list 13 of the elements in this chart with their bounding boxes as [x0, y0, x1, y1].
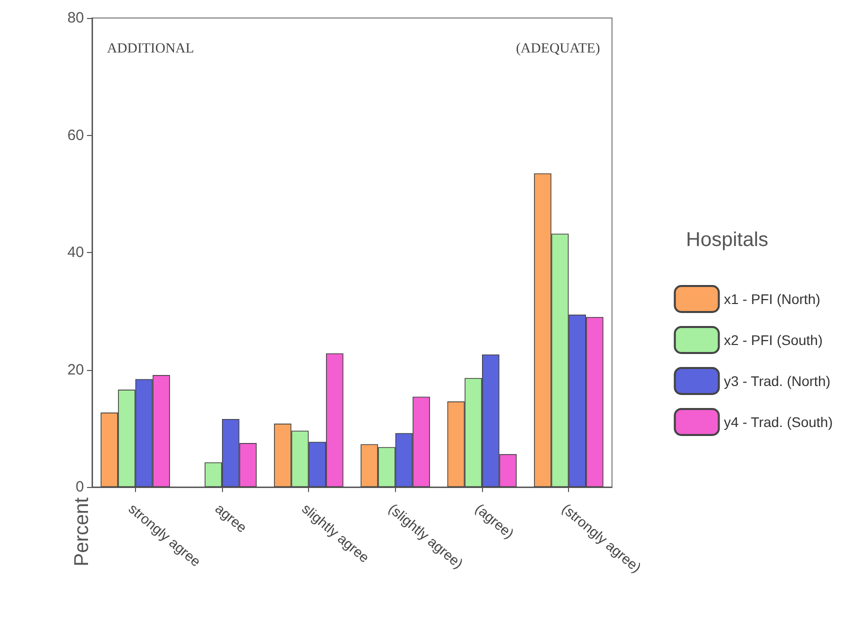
y-tick-label: 60: [67, 126, 84, 144]
legend-label: y3 - Trad. (North): [724, 373, 830, 389]
y-tick-label: 40: [67, 244, 84, 261]
y-axis-title: Percent: [71, 496, 93, 566]
legend-title: Hospitals: [686, 229, 768, 251]
y-tick-label: 0: [76, 478, 84, 496]
y-tick-label: 20: [67, 361, 84, 378]
legend-label: x1 - PFI (North): [724, 291, 820, 307]
annotation: ADDITIONAL: [107, 42, 194, 56]
legend-label: x2 - PFI (South): [724, 332, 823, 348]
legend-label: y4 - Trad. (South): [724, 414, 833, 430]
annotation: (ADEQUATE): [516, 42, 600, 56]
y-tick-label: 80: [67, 10, 84, 26]
